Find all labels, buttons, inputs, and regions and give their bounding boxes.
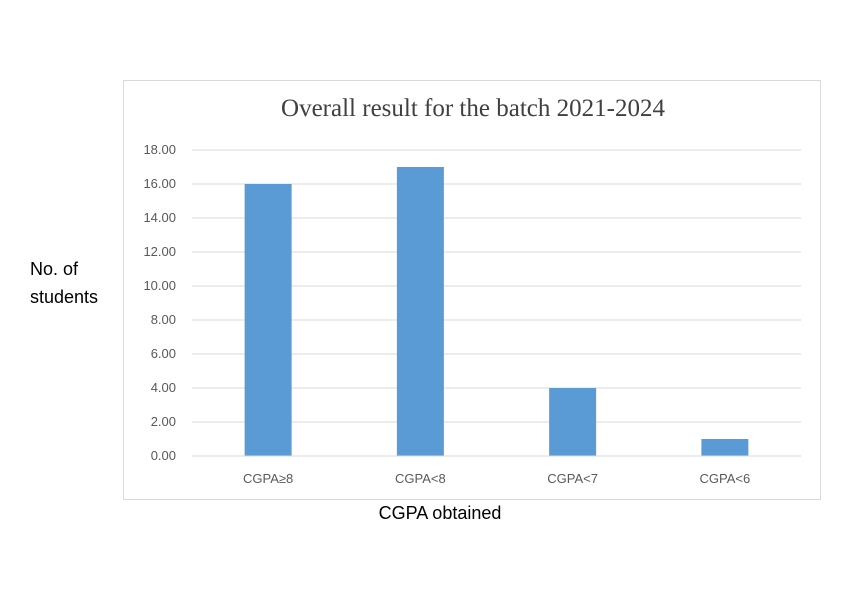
chart-title: Overall result for the batch 2021-2024 [281,95,665,122]
y-tick-label: 18.00 [143,142,176,157]
y-tick-label: 12.00 [143,244,176,259]
y-axis-label: No. of students [12,255,122,311]
y-tick-label: 16.00 [143,176,176,191]
bar-4 [701,439,749,456]
x-tick-label: CGPA<8 [395,471,446,486]
y-tick-label: 10.00 [143,278,176,293]
y-axis-label-line-1: No. of [30,259,79,279]
bar-2 [396,167,444,456]
x-tick-label: CGPA≥8 [243,471,293,486]
y-axis-label-line-2: students [30,287,99,307]
y-tick-label: 8.00 [151,312,176,327]
x-tick-label: CGPA<6 [700,471,751,486]
bar-3 [549,388,597,456]
y-tick-label: 4.00 [151,380,176,395]
y-tick-label: 6.00 [151,346,176,361]
y-tick-label: 0.00 [151,448,176,463]
x-axis-label: CGPA obtained [378,503,502,523]
bar-1 [244,184,292,456]
y-tick-label: 14.00 [143,210,176,225]
y-tick-label: 2.00 [151,414,176,429]
x-tick-label: CGPA<7 [547,471,598,486]
